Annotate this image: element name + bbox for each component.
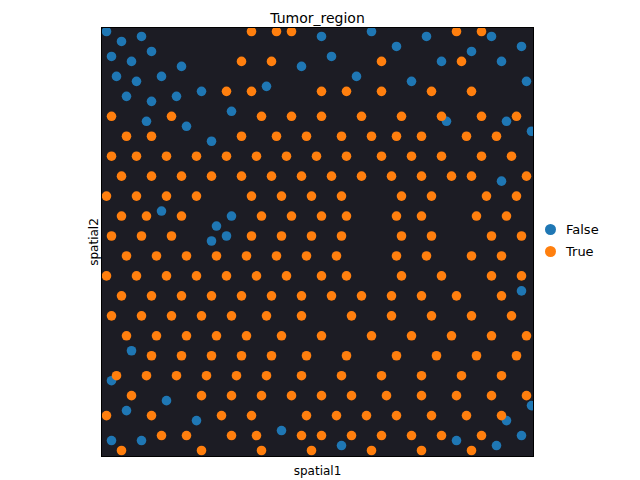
svg-text:spatial2: spatial2 bbox=[87, 218, 101, 266]
svg-text:Tumor_region: Tumor_region bbox=[269, 10, 365, 26]
html-text:True: True bbox=[566, 243, 594, 259]
html-text:False: False bbox=[566, 221, 599, 237]
svg-text:spatial1: spatial1 bbox=[294, 464, 342, 478]
